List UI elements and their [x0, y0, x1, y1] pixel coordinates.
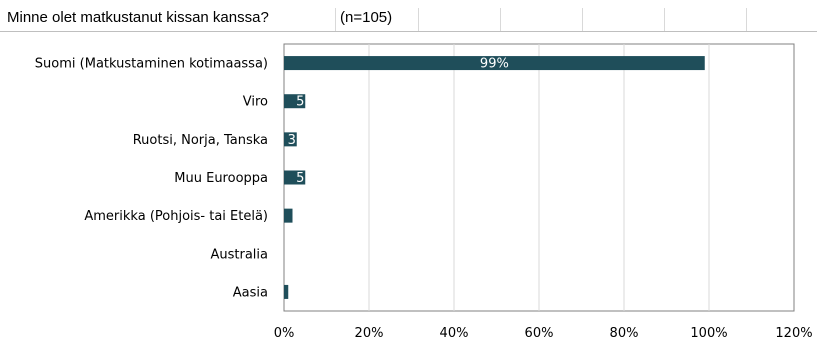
gridlines [283, 43, 795, 312]
x-tick-label: 80% [610, 326, 639, 339]
cell-divider [664, 8, 665, 31]
category-label: Muu Eurooppa [174, 171, 268, 186]
bars: 99% 5 3 5 [284, 56, 705, 299]
x-tick-label: 120% [775, 326, 812, 339]
header-row: Minne olet matkustanut kissan kanssa? (n… [0, 0, 817, 32]
question-title: Minne olet matkustanut kissan kanssa? [7, 9, 269, 26]
bar-data-label: 3 [288, 133, 296, 148]
category-label: Australia [210, 247, 268, 262]
bar [284, 284, 289, 299]
bar [284, 208, 293, 223]
category-label: Ruotsi, Norja, Tanska [133, 133, 268, 148]
cell-divider [746, 8, 747, 31]
bar [284, 94, 306, 109]
bar-data-label: 5 [296, 171, 304, 186]
bar-data-label: 99% [480, 57, 509, 72]
x-tick-label: 100% [690, 326, 727, 339]
category-labels: Suomi (Matkustaminen kotimaassa) Viro Ruot… [35, 57, 268, 301]
category-label: Viro [243, 95, 268, 110]
cell-divider [335, 8, 336, 31]
x-axis-ticks: 0% 20% 40% 60% 80% 100% 120% [274, 326, 813, 339]
sample-size-label: (n=105) [340, 9, 393, 26]
bar-data-label: 5 [296, 95, 304, 110]
x-tick-label: 40% [440, 326, 469, 339]
x-tick-label: 20% [355, 326, 384, 339]
x-tick-label: 60% [525, 326, 554, 339]
category-label: Aasia [233, 285, 268, 300]
bar [284, 132, 297, 147]
bar [284, 170, 306, 185]
cell-divider [418, 8, 419, 31]
bar [284, 56, 705, 71]
cell-divider [500, 8, 501, 31]
category-label: Suomi (Matkustaminen kotimaassa) [35, 57, 268, 72]
category-label: Amerikka (Pohjois- tai Etelä) [84, 209, 268, 224]
x-tick-label: 0% [274, 326, 295, 339]
cell-divider [582, 8, 583, 31]
